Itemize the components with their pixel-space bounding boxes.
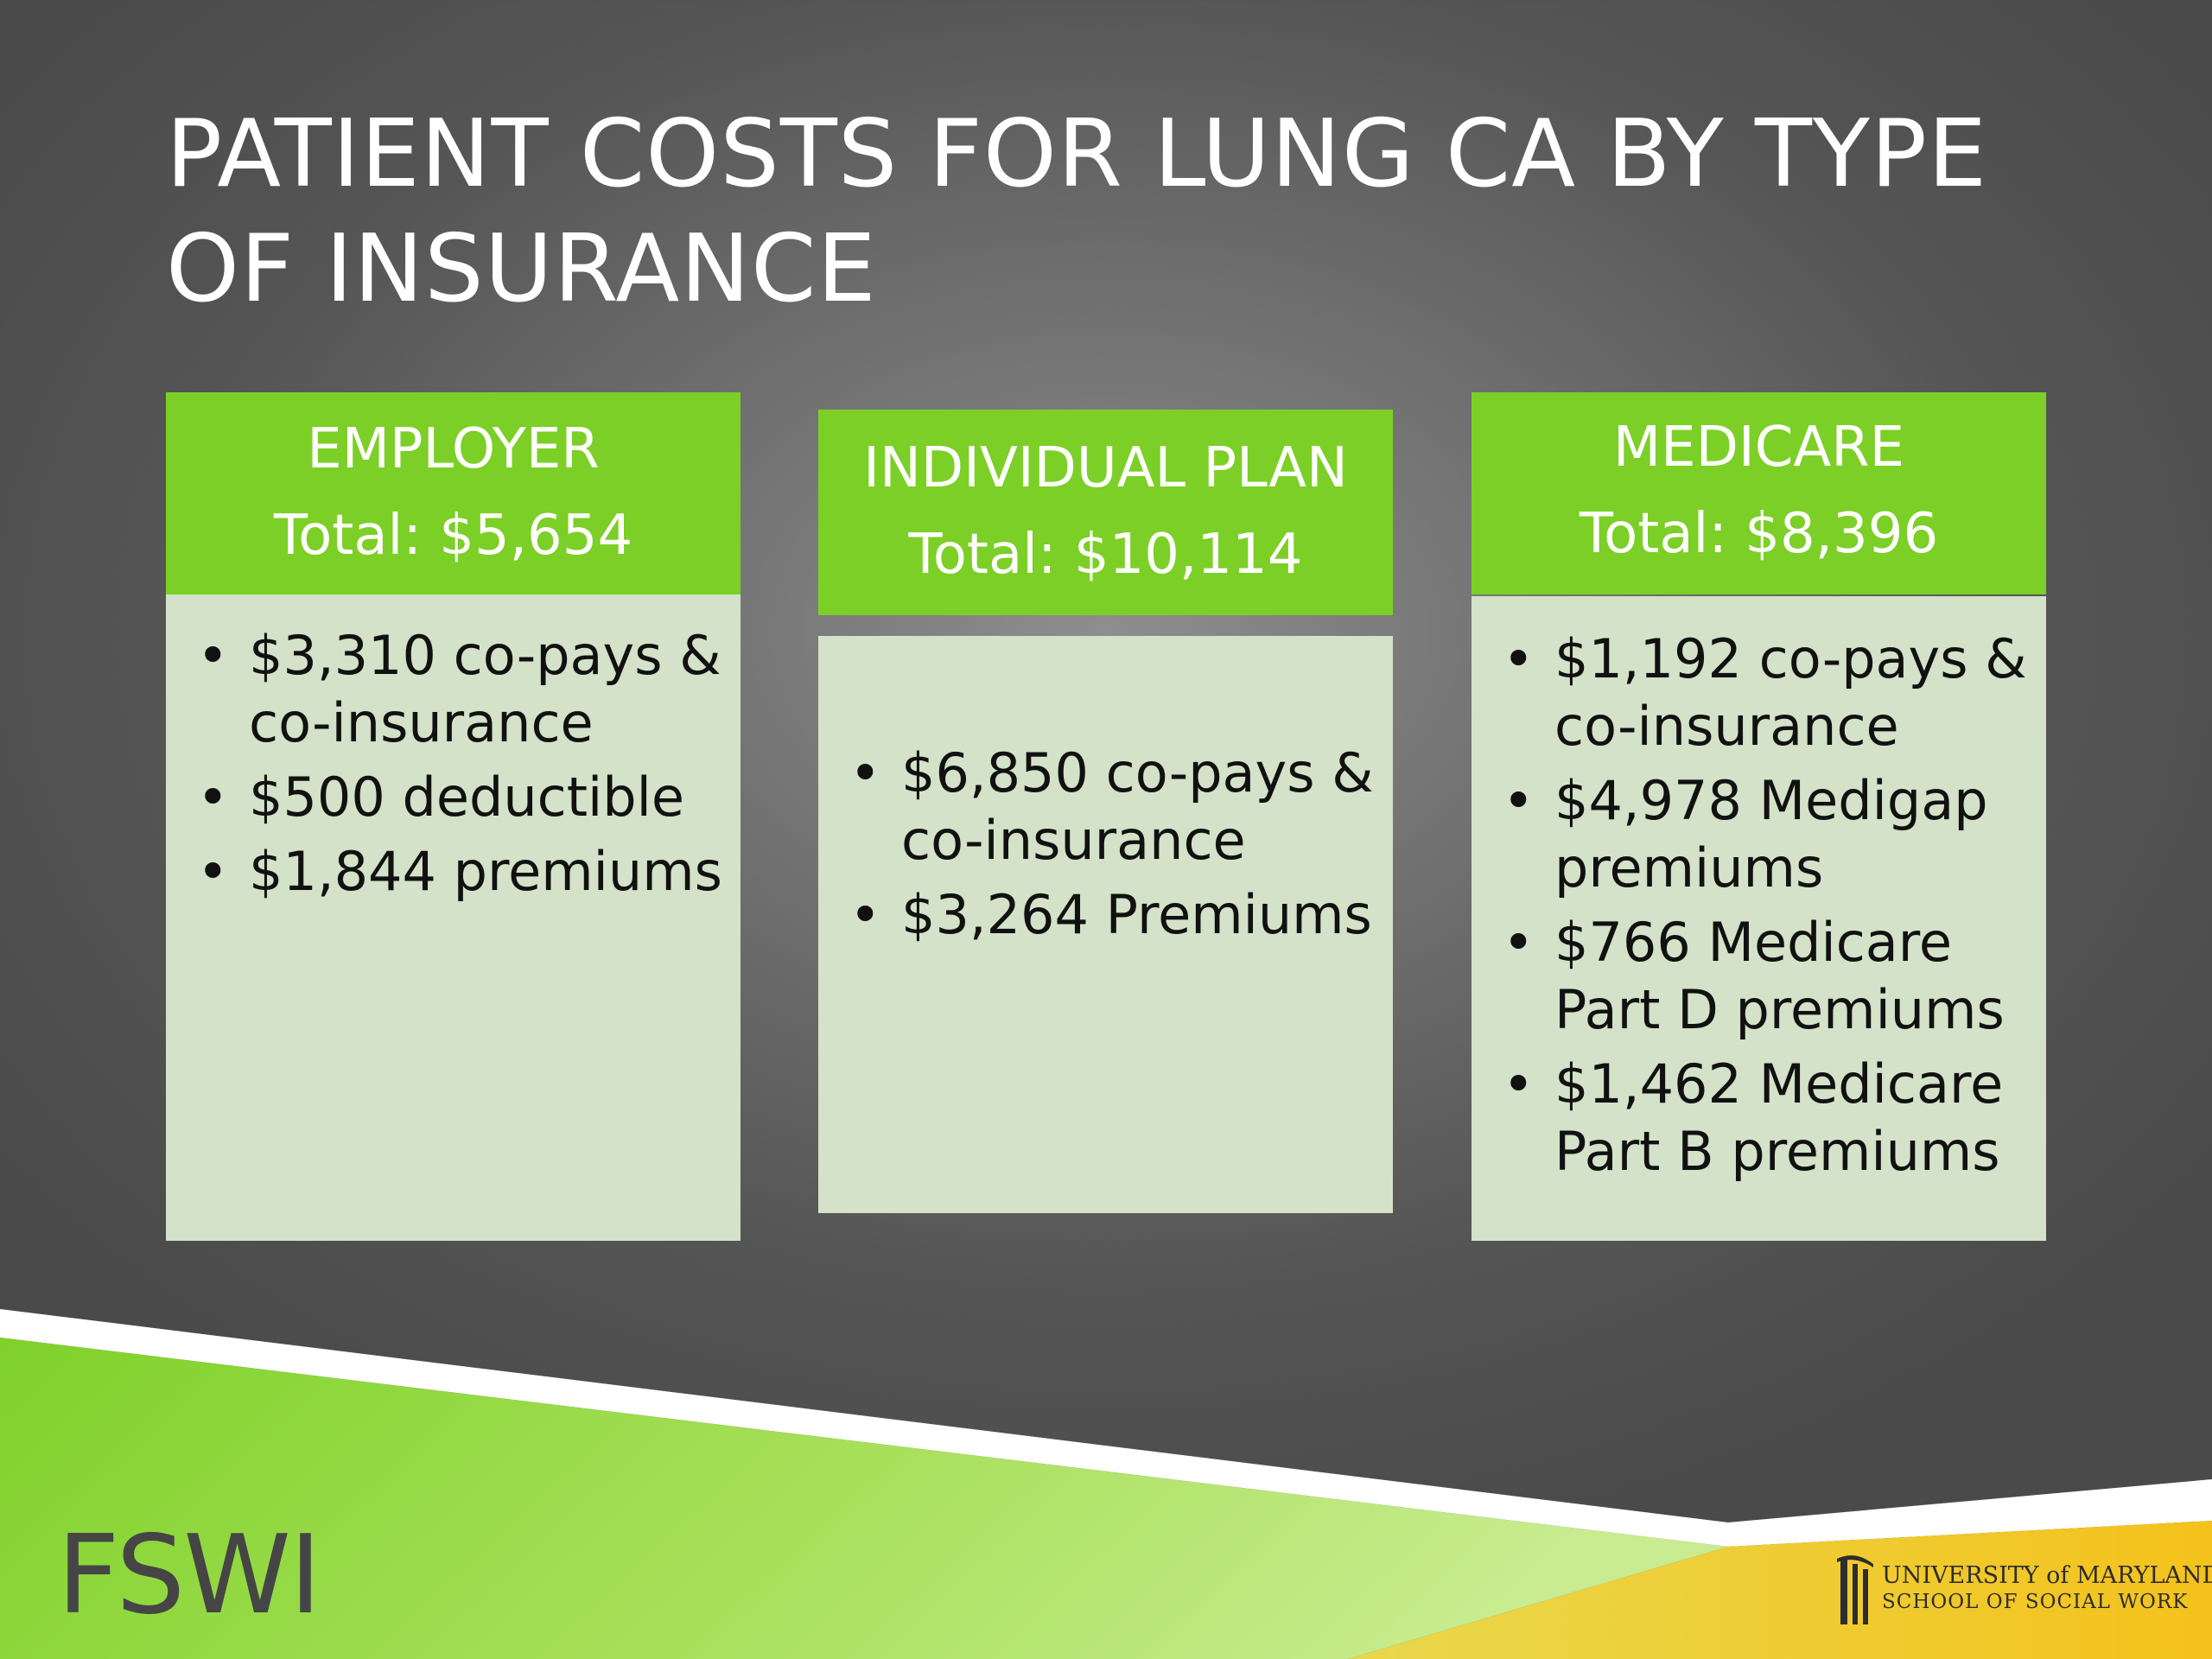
- school-name: SCHOOL OF SOCIAL WORK: [1882, 1591, 2189, 1613]
- list-item: • $766 Medicare Part D premiums: [1471, 909, 2046, 1044]
- slide-title: PATIENT COSTS FOR LUNG CA BY TYPE OF INS…: [166, 100, 1988, 323]
- card-body: • $1,192 co-pays & co-insurance • $4,978…: [1471, 596, 2046, 1241]
- white-stripe: [0, 1309, 2212, 1547]
- bullet-icon: •: [849, 741, 881, 804]
- list-item-text: $1,192 co-pays & co-insurance: [1554, 627, 2027, 758]
- list-item: • $6,850 co-pays & co-insurance: [818, 740, 1393, 874]
- list-item-text: $1,844 premiums: [249, 840, 722, 903]
- list-item: • $1,192 co-pays & co-insurance: [1471, 626, 2046, 760]
- bullet-list: • $1,192 co-pays & co-insurance • $4,978…: [1471, 626, 2046, 1185]
- bullet-icon: •: [1503, 1052, 1535, 1116]
- list-item: • $4,978 Medigap premiums: [1471, 767, 2046, 902]
- card-header: INDIVIDUAL PLAN Total: $10,114: [818, 410, 1393, 615]
- list-item-text: $3,264 Premiums: [901, 883, 1372, 946]
- list-item-text: $500 deductible: [249, 766, 684, 829]
- bullet-icon: •: [849, 883, 881, 946]
- bullet-list: • $3,310 co-pays & co-insurance • $500 d…: [166, 622, 741, 906]
- university-logo: UNIVERSITY of MARYLAND SCHOOL OF SOCIAL …: [1834, 1554, 2212, 1626]
- bullet-icon: •: [197, 624, 229, 687]
- list-item-text: $4,978 Medigap premiums: [1554, 769, 1988, 899]
- list-item: • $3,310 co-pays & co-insurance: [166, 622, 741, 757]
- card-total: Total: $8,396: [1579, 502, 1939, 566]
- card-total: Total: $5,654: [273, 504, 633, 568]
- card-header: MEDICARE Total: $8,396: [1471, 392, 2046, 594]
- employer-card: EMPLOYER Total: $5,654 • $3,310 co-pays …: [166, 392, 741, 1241]
- list-item-text: $766 Medicare Part D premiums: [1554, 911, 2005, 1041]
- bullet-list: • $6,850 co-pays & co-insurance • $3,264…: [818, 740, 1393, 949]
- university-shield-icon: [1837, 1555, 1873, 1624]
- bullet-icon: •: [197, 840, 229, 903]
- bullet-icon: •: [1503, 911, 1535, 974]
- yellow-wedge: [1348, 1521, 2212, 1659]
- bullet-icon: •: [1503, 627, 1535, 690]
- list-item-text: $3,310 co-pays & co-insurance: [249, 624, 721, 754]
- card-header: EMPLOYER Total: $5,654: [166, 392, 741, 594]
- list-item-text: $1,462 Medicare Part B premiums: [1554, 1052, 2004, 1183]
- card-body: • $3,310 co-pays & co-insurance • $500 d…: [166, 594, 741, 1241]
- medicare-card: MEDICARE Total: $8,396 • $1,192 co-pays …: [1471, 392, 2046, 1241]
- list-item: • $1,844 premiums: [166, 838, 741, 906]
- card-title: EMPLOYER: [307, 417, 600, 481]
- fswi-logo: FSWI: [57, 1511, 321, 1638]
- individual-plan-card: INDIVIDUAL PLAN Total: $10,114 • $6,850 …: [818, 410, 1393, 1213]
- card-body: • $6,850 co-pays & co-insurance • $3,264…: [818, 636, 1393, 1213]
- list-item: • $500 deductible: [166, 764, 741, 831]
- list-item: • $1,462 Medicare Part B premiums: [1471, 1051, 2046, 1185]
- list-item-text: $6,850 co-pays & co-insurance: [901, 741, 1374, 872]
- university-name: UNIVERSITY of MARYLAND: [1882, 1562, 2212, 1589]
- list-item: • $3,264 Premiums: [818, 881, 1393, 949]
- bullet-icon: •: [1503, 769, 1535, 832]
- green-wedge: [0, 1338, 1728, 1659]
- card-total: Total: $10,114: [908, 523, 1303, 587]
- card-title: MEDICARE: [1612, 416, 1905, 480]
- card-title: INDIVIDUAL PLAN: [863, 436, 1348, 500]
- bullet-icon: •: [197, 766, 229, 829]
